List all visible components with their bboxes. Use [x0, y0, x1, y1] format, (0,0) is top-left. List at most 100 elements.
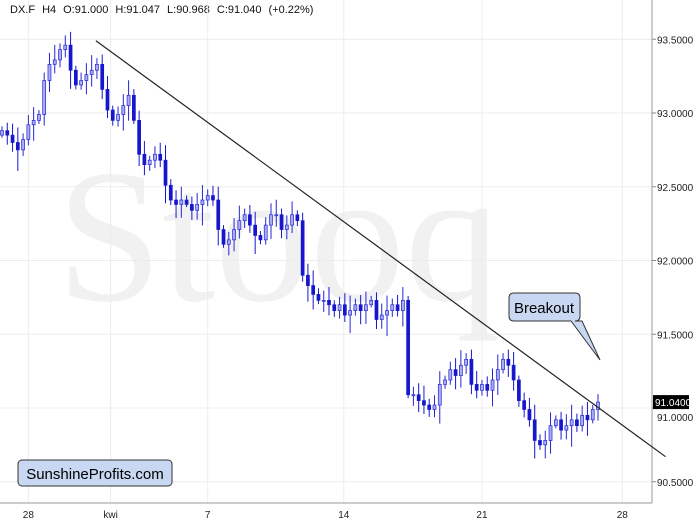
candle-bullish [195, 204, 200, 211]
interval: H4 [42, 4, 57, 16]
candle-bullish [459, 364, 463, 376]
candle-bullish [443, 379, 447, 385]
candle-bullish [226, 239, 231, 245]
candle-bullish [47, 63, 52, 81]
y-tick-label: 92.0000 [657, 257, 694, 268]
candle-bullish [89, 69, 94, 75]
open-value: O:91.000 [63, 4, 109, 16]
candle-bearish [427, 404, 432, 410]
candle-bearish [211, 195, 215, 201]
candle-bullish [490, 379, 495, 391]
candle-bullish [337, 304, 342, 312]
candle-bullish [242, 214, 247, 222]
candle-bullish [364, 304, 368, 312]
candle-bullish [263, 224, 268, 241]
watermark: Stooq [57, 132, 500, 342]
candle-bullish [385, 310, 389, 316]
candle-bearish [306, 274, 310, 286]
candle-bullish [121, 105, 126, 115]
candle-bearish [422, 400, 426, 406]
candle-bearish [474, 384, 479, 391]
change-value: (+0.22%) [268, 4, 314, 16]
x-tick-label: 21 [476, 510, 488, 521]
candle-bearish [216, 199, 221, 230]
candle-bullish [411, 394, 416, 397]
low-value: L:90.968 [167, 4, 210, 16]
candle-bullish [153, 153, 157, 161]
candle-bearish [342, 304, 347, 316]
candle-bearish [10, 134, 15, 143]
candle-bullish [548, 425, 553, 441]
y-tick-label: 91.0000 [657, 413, 694, 424]
candle-bearish [416, 394, 421, 401]
close-value: C:91.040 [216, 4, 262, 16]
candle-bullish [116, 114, 120, 121]
candle-bullish [379, 314, 384, 320]
candle-bullish [569, 419, 574, 427]
candle-bearish [100, 63, 105, 90]
candle-bullish [543, 440, 548, 446]
branding-label: SunshineProfits.com [26, 466, 164, 483]
candle-bearish [258, 235, 263, 241]
candle-bearish [142, 153, 147, 165]
candle-bullish [464, 358, 468, 366]
y-tick-label: 90.5000 [657, 478, 694, 489]
y-tick-label: 92.5000 [657, 183, 694, 194]
candle-bullish [590, 409, 595, 421]
last-price-box [653, 395, 689, 410]
candle-bearish [163, 159, 168, 186]
y-tick-label: 91.5000 [657, 330, 694, 341]
candle-bearish [295, 214, 300, 222]
candle-bullish [52, 59, 57, 65]
candle-bullish [400, 299, 405, 312]
candle-bullish [126, 94, 131, 106]
candle-bearish [132, 94, 136, 121]
candle-bearish [522, 400, 527, 410]
candle-bearish [559, 419, 563, 431]
candle-bullish [42, 80, 47, 115]
candle-bearish [174, 199, 178, 205]
candle-bearish [469, 358, 474, 385]
candle-bullish [564, 425, 569, 431]
candle-bearish [110, 109, 115, 121]
x-tick-label: 28 [617, 510, 629, 521]
y-tick-label: 93.5000 [657, 35, 694, 46]
candle-bearish [538, 440, 542, 446]
ohlc-header: DX.F H4 O:91.000 H:91.047 L:90.968 C:91.040 (+… [10, 4, 320, 16]
branding-box [17, 459, 173, 487]
candle-bullish [501, 358, 505, 371]
candle-bullish [432, 404, 437, 410]
candle-bullish [58, 49, 62, 61]
candle-bullish [200, 199, 205, 205]
candle-bearish [506, 358, 511, 366]
candle-bullish [390, 304, 395, 312]
candle-bullish [274, 214, 279, 217]
candle-bullish [26, 124, 31, 140]
x-tick-label: kwi [103, 510, 117, 521]
candle-bearish [485, 384, 490, 391]
candle-bearish [358, 304, 363, 312]
candle-bearish [311, 285, 316, 295]
x-tick-label: 14 [338, 510, 350, 521]
candle-bullish [205, 195, 210, 201]
candle-bearish [300, 220, 305, 276]
candle-bearish [5, 130, 10, 136]
candle-bullish [31, 120, 36, 126]
candle-bullish [79, 80, 83, 86]
candle-bullish [480, 384, 484, 391]
candle-bullish [290, 214, 294, 226]
high-value: H:91.047 [115, 4, 161, 16]
candle-bullish [553, 419, 558, 427]
candle-bearish [327, 299, 331, 306]
candle-bullish [437, 384, 442, 406]
candle-bearish [190, 204, 194, 211]
candle-bullish [495, 369, 500, 381]
candle-bearish [158, 153, 163, 161]
candle-bullish [95, 63, 99, 71]
candle-bearish [316, 294, 321, 301]
candle-bearish [332, 304, 337, 312]
candle-bearish [137, 120, 141, 155]
candle-bearish [511, 364, 516, 381]
